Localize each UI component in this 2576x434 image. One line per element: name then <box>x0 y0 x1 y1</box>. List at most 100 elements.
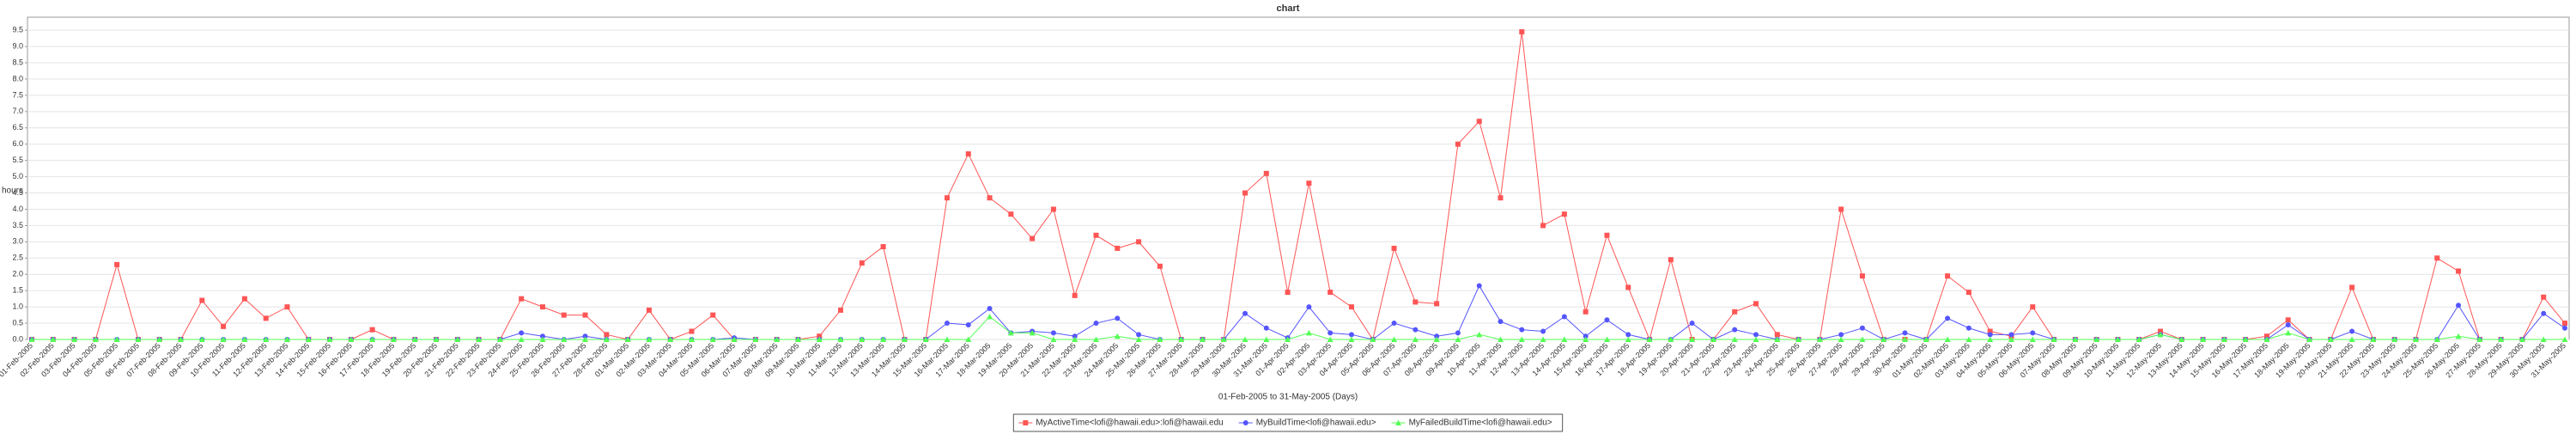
data-point <box>496 336 503 342</box>
data-point <box>263 315 269 321</box>
data-point <box>369 327 375 333</box>
data-point <box>539 333 545 339</box>
data-point <box>1902 330 1908 336</box>
y-axis-title: hours <box>2 186 23 196</box>
data-point <box>2348 336 2355 342</box>
data-point <box>774 336 781 342</box>
data-point <box>1859 273 1865 279</box>
data-point <box>2221 336 2227 342</box>
data-point <box>1157 263 1163 269</box>
data-point <box>92 336 99 342</box>
data-point <box>2498 336 2505 342</box>
data-point <box>348 336 355 342</box>
legend-box <box>1012 413 1564 432</box>
data-point <box>1583 309 1589 315</box>
data-point <box>944 321 950 327</box>
data-point <box>1625 336 1631 342</box>
y-tick-label: 8.0 <box>12 74 23 83</box>
y-tick-label: 5.0 <box>12 172 23 180</box>
data-point <box>2008 336 2014 342</box>
data-point <box>880 336 887 342</box>
data-point <box>2540 336 2547 342</box>
data-point <box>944 195 950 201</box>
data-point <box>221 323 227 329</box>
data-point <box>135 336 142 342</box>
series-line <box>32 315 2565 340</box>
y-tick-label: 1.5 <box>12 286 23 295</box>
data-point <box>2456 268 2462 274</box>
y-tick-label: 3.0 <box>12 237 23 246</box>
data-point <box>561 312 567 318</box>
data-point <box>1455 336 1461 342</box>
y-tick-label: 9.5 <box>12 26 23 34</box>
data-point <box>2029 336 2036 342</box>
data-point <box>794 336 801 342</box>
data-point <box>1455 330 1461 336</box>
data-point <box>1413 327 1419 333</box>
data-point <box>1987 336 1994 342</box>
data-point <box>1859 336 1866 342</box>
data-point <box>178 336 185 342</box>
data-point <box>582 336 589 342</box>
data-point <box>1902 336 1909 342</box>
data-point <box>1795 336 1802 342</box>
data-point <box>263 336 270 342</box>
data-point <box>433 336 440 342</box>
data-point <box>114 261 120 267</box>
data-point <box>220 336 227 342</box>
data-point <box>1157 336 1163 342</box>
data-point <box>838 307 844 313</box>
data-point <box>2349 284 2355 290</box>
data-point <box>965 151 971 157</box>
y-tick-label: 1.0 <box>12 302 23 310</box>
chart-title: chart <box>1277 3 1300 14</box>
data-point <box>28 336 35 342</box>
data-point <box>837 336 844 342</box>
data-point <box>2562 321 2567 327</box>
y-tick-label: 4.0 <box>12 205 23 213</box>
data-point <box>1965 336 1972 342</box>
y-tick-label: 5.5 <box>12 156 23 164</box>
data-point <box>1476 331 1483 338</box>
data-point <box>1838 336 1844 342</box>
legend-label: MyFailedBuildTime<lofi@hawaii.edu> <box>1409 419 1552 428</box>
data-point <box>1987 332 1993 338</box>
data-point <box>50 336 57 342</box>
data-point <box>519 330 525 336</box>
data-point <box>241 336 248 342</box>
data-point <box>454 336 461 342</box>
data-point <box>1476 119 1482 125</box>
data-point <box>2306 336 2313 342</box>
data-point <box>1029 329 1036 336</box>
legend: MyActiveTime<lofi@hawaii.edu>:lofi@hawai… <box>1012 413 1564 432</box>
data-point <box>2285 321 2291 327</box>
data-point <box>2157 331 2164 338</box>
data-point <box>646 336 653 342</box>
data-point <box>624 336 631 342</box>
data-point <box>539 304 545 310</box>
data-point <box>688 336 695 342</box>
y-tick-label: 8.5 <box>12 58 23 66</box>
data-point <box>1092 336 1099 342</box>
data-point <box>1732 309 1738 315</box>
data-point <box>880 244 886 250</box>
data-point <box>1348 336 1355 342</box>
data-point <box>1816 336 1823 342</box>
legend-label: MyActiveTime<lofi@hawaii.edu>:lofi@hawai… <box>1036 419 1223 428</box>
data-point <box>1689 336 1696 342</box>
data-point <box>2412 336 2419 342</box>
data-point <box>1114 333 1121 339</box>
data-point <box>1412 336 1419 342</box>
data-point <box>2370 336 2377 342</box>
data-point <box>1136 239 1142 245</box>
y-tick-label: 3.5 <box>12 221 23 229</box>
data-point <box>1540 328 1546 334</box>
data-point <box>965 321 971 327</box>
data-point <box>241 296 247 302</box>
data-point <box>1348 304 1354 310</box>
data-point <box>1774 336 1781 342</box>
data-point <box>2349 328 2355 334</box>
data-point <box>944 336 951 342</box>
data-point <box>1263 170 1269 176</box>
